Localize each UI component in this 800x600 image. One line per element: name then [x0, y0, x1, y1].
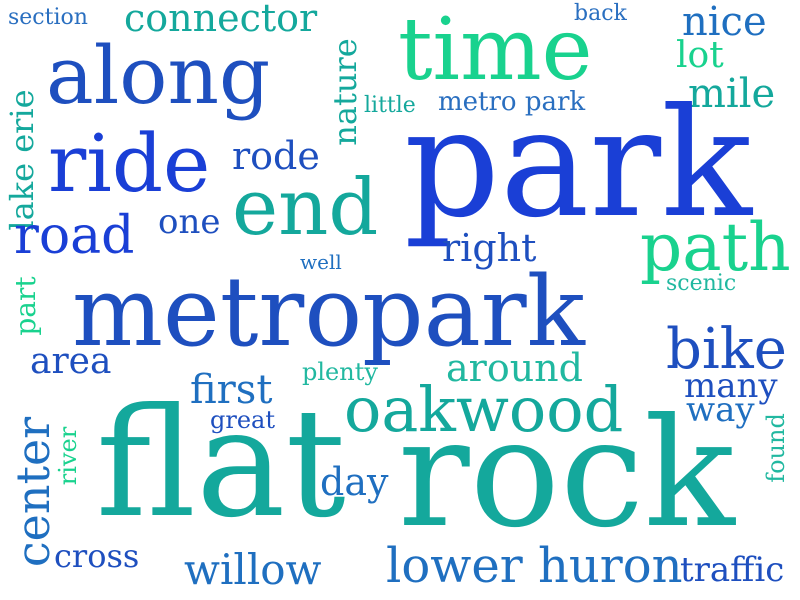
word-one: one — [158, 202, 221, 242]
word-plenty: plenty — [302, 358, 378, 386]
word-metro-park: metro park — [438, 87, 586, 117]
word-lower-huron: lower huron — [386, 538, 683, 594]
word-little: little — [364, 93, 416, 118]
word-great: great — [210, 406, 275, 434]
word-area: area — [30, 341, 112, 382]
word-bike: bike — [666, 317, 787, 382]
word-well: well — [300, 250, 342, 274]
word-scenic: scenic — [666, 271, 737, 296]
word-end: end — [232, 163, 379, 253]
word-many: many — [684, 366, 778, 406]
word-rode: rode — [232, 134, 320, 178]
word-mile: mile — [688, 71, 776, 117]
word-found: found — [762, 413, 790, 483]
word-path: path — [640, 209, 791, 286]
word-center: center — [6, 416, 60, 568]
word-willow: willow — [184, 545, 322, 594]
word-flat: flat — [96, 377, 346, 551]
word-time: time — [398, 0, 593, 100]
word-oakwood: oakwood — [344, 373, 624, 446]
word-way: way — [686, 390, 755, 430]
word-road: road — [14, 206, 135, 266]
word-section: section — [8, 5, 88, 30]
word-ride: ride — [48, 117, 211, 210]
word-back: back — [574, 1, 627, 26]
word-nice: nice — [682, 0, 767, 45]
word-rock: rock — [398, 387, 735, 561]
word-around: around — [446, 346, 583, 390]
word-traffic: traffic — [680, 550, 785, 590]
word-metropark: metropark — [72, 256, 585, 368]
word-nature: nature — [326, 38, 364, 146]
word-first: first — [190, 367, 273, 413]
word-park: park — [404, 77, 753, 251]
word-day: day — [320, 460, 389, 504]
word-cross: cross — [54, 537, 140, 575]
word-river: river — [54, 426, 82, 486]
word-part: part — [9, 276, 42, 336]
word-right: right — [442, 226, 537, 270]
word-lot: lot — [676, 35, 724, 76]
word-along: along — [46, 29, 271, 122]
word-connector: connector — [124, 0, 318, 40]
